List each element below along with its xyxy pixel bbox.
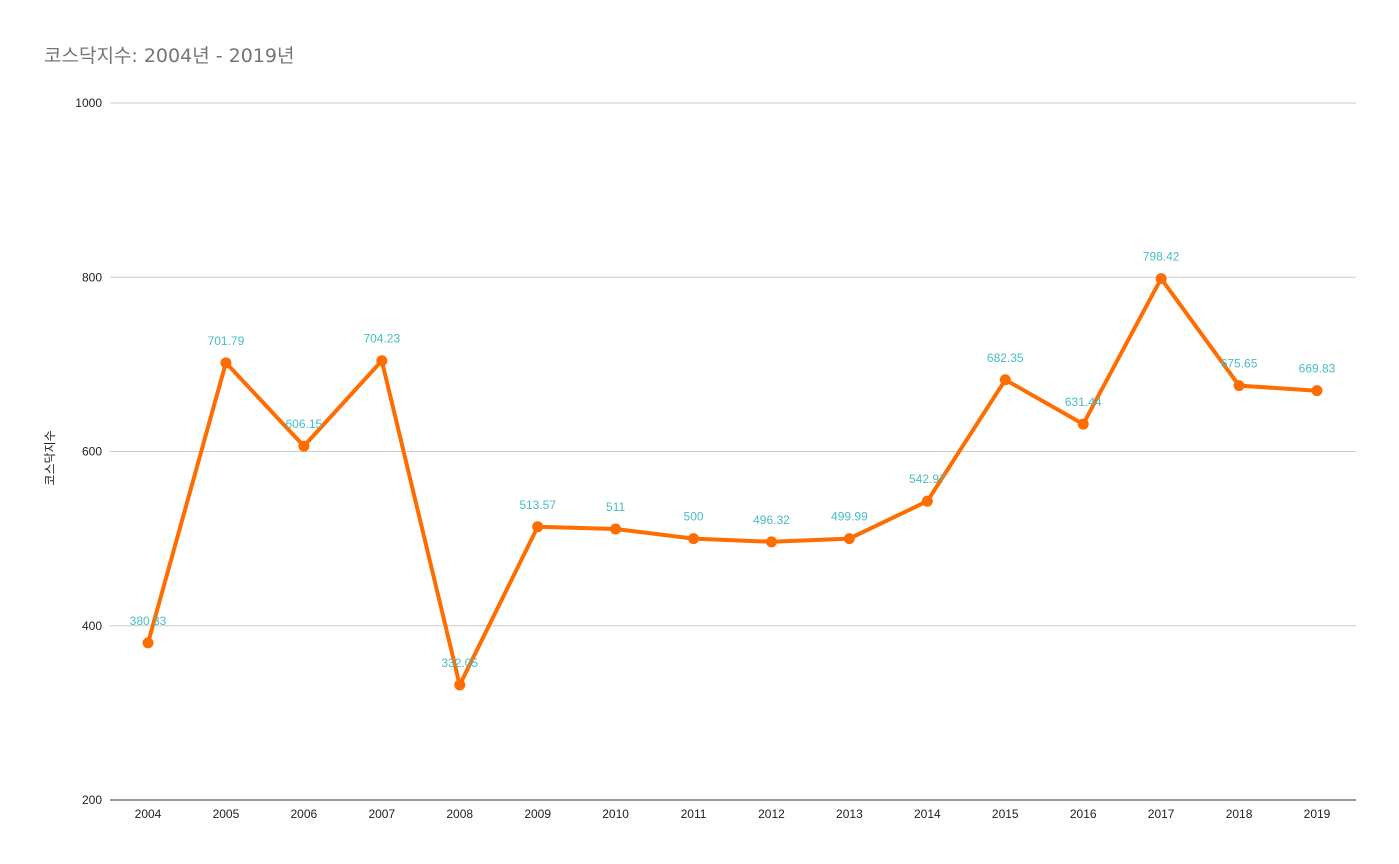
data-point-2018 — [1233, 380, 1245, 392]
data-point-2016 — [1077, 418, 1089, 430]
data-point-2019 — [1311, 385, 1323, 397]
data-label-2015: 682.35 — [987, 351, 1024, 365]
x-tick-label-2008: 2008 — [446, 807, 473, 821]
data-label-2018: 675.65 — [1221, 357, 1258, 371]
data-label-2008: 332.05 — [441, 656, 478, 670]
data-point-2004 — [142, 637, 154, 649]
x-tick-label-2018: 2018 — [1226, 807, 1253, 821]
data-point-2013 — [843, 533, 855, 545]
data-label-2016: 631.44 — [1065, 395, 1102, 409]
data-point-2008 — [454, 679, 466, 691]
series-line — [146, 276, 1319, 687]
data-point-2012 — [765, 536, 777, 548]
data-label-2005: 701.79 — [208, 334, 245, 348]
x-tick-label-2004: 2004 — [135, 807, 162, 821]
data-points — [142, 273, 1323, 691]
data-point-2009 — [532, 521, 544, 533]
data-label-2004: 380.33 — [130, 614, 167, 628]
series-line-group — [146, 276, 1319, 687]
x-tick-label-2007: 2007 — [368, 807, 395, 821]
x-tick-label-2006: 2006 — [291, 807, 318, 821]
y-tick-label-400: 400 — [82, 619, 102, 633]
x-tick-label-2017: 2017 — [1148, 807, 1175, 821]
data-label-2019: 669.83 — [1299, 362, 1336, 376]
data-label-2010: 511 — [606, 500, 625, 514]
x-tick-label-2016: 2016 — [1070, 807, 1097, 821]
data-label-2009: 513.57 — [519, 498, 556, 512]
data-point-2007 — [376, 355, 388, 367]
y-tick-label-200: 200 — [82, 793, 102, 807]
chart-title: 코스닥지수: 2004년 - 2019년 — [44, 45, 295, 67]
data-label-2012: 496.32 — [753, 513, 790, 527]
data-labels: 380.33 701.79 606.15 704.23 332.05 513.57 511 5… — [130, 250, 1336, 670]
x-tick-label-2012: 2012 — [758, 807, 785, 821]
data-point-2011 — [688, 533, 700, 545]
data-point-2015 — [999, 374, 1011, 386]
x-tick-label-2011: 2011 — [681, 807, 707, 821]
y-tick-label-600: 600 — [82, 445, 102, 459]
x-tick-label-2019: 2019 — [1304, 807, 1331, 821]
data-label-2014: 542.97 — [909, 472, 946, 486]
data-label-2013: 499.99 — [831, 510, 868, 524]
x-tick-label-2014: 2014 — [914, 807, 941, 821]
y-tick-label-800: 800 — [82, 270, 102, 284]
data-point-2010 — [610, 523, 622, 535]
gridlines — [110, 102, 1356, 801]
x-tick-label-2013: 2013 — [836, 807, 863, 821]
x-tick-label-2009: 2009 — [524, 807, 551, 821]
data-label-2007: 704.23 — [363, 332, 400, 346]
y-tick-label-1000: 1000 — [75, 96, 102, 110]
y-axis-title: 코스닥지수 — [43, 430, 57, 485]
data-point-2014 — [921, 495, 933, 507]
data-label-2011: 500 — [684, 510, 704, 524]
x-axis-ticks: 2004 2005 2006 2007 2008 2009 2010 2011 2012 2013… — [135, 807, 1331, 821]
data-point-2017 — [1155, 273, 1167, 285]
data-label-2006: 606.15 — [286, 417, 323, 431]
y-axis-ticks: 200 400 600 800 1000 — [75, 96, 102, 807]
data-point-2005 — [220, 357, 232, 369]
data-label-2017: 798.42 — [1143, 250, 1180, 264]
data-point-2006 — [298, 440, 310, 452]
x-tick-label-2010: 2010 — [602, 807, 629, 821]
x-tick-label-2005: 2005 — [213, 807, 240, 821]
x-tick-label-2015: 2015 — [992, 807, 1019, 821]
